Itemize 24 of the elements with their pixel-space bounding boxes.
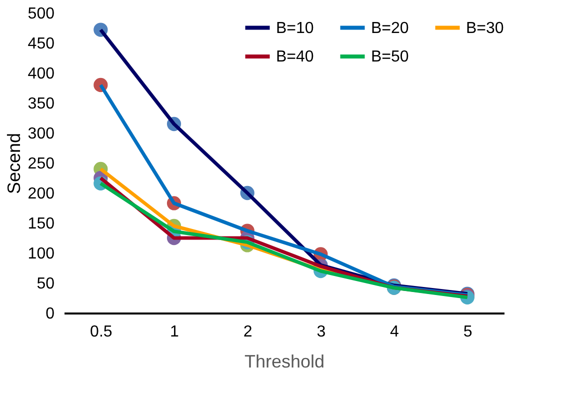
x-tick-label: 4 [390, 324, 400, 340]
y-tick-label: 200 [28, 186, 55, 202]
legend-label: B=20 [371, 20, 409, 37]
y-tick-label: 100 [28, 246, 55, 262]
x-tick-label: 1 [170, 324, 180, 340]
x-tick-label: 3 [316, 324, 326, 340]
y-axis-title: Secend [4, 132, 24, 194]
y-tick-label: 350 [28, 96, 55, 112]
x-tick-label: 5 [463, 324, 472, 340]
y-tick-label: 500 [28, 6, 55, 22]
legend-label: B=10 [276, 20, 314, 37]
y-tick-label: 50 [36, 276, 55, 292]
y-tick-label: 450 [28, 36, 55, 52]
y-tick-label: 0 [46, 306, 55, 322]
x-tick-label: 2 [243, 324, 252, 340]
y-tick-label: 150 [28, 216, 55, 232]
legend-label: B=30 [466, 20, 504, 37]
x-tick-label: 0.5 [90, 324, 112, 340]
legend-label: B=50 [371, 48, 409, 66]
y-tick-label: 400 [28, 66, 55, 82]
y-tick-label: 250 [28, 156, 55, 172]
legend-label: B=40 [276, 48, 314, 66]
x-axis-title: Threshold [244, 352, 325, 372]
y-tick-label: 300 [28, 126, 55, 142]
